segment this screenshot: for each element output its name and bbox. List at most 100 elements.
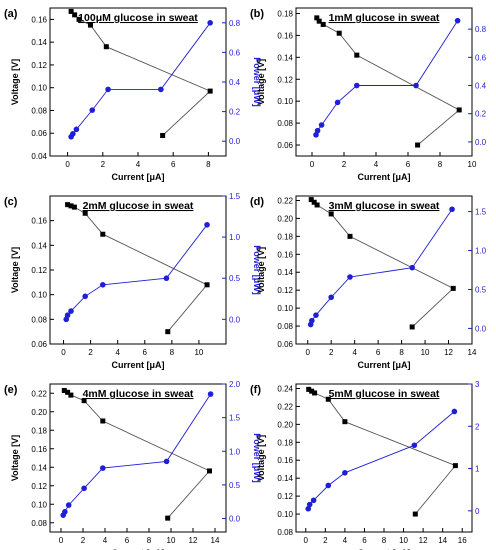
voltage-point xyxy=(412,511,418,517)
y-tick-label: 0.08 xyxy=(277,119,293,128)
voltage-point xyxy=(314,202,320,208)
y-tick-label: 0.12 xyxy=(277,286,293,295)
power-point xyxy=(158,86,164,93)
y-tick-label: 0.12 xyxy=(31,266,47,275)
panel-label: (d) xyxy=(250,196,264,208)
y-tick-label: 0.16 xyxy=(31,445,47,454)
y-tick-label: 0.12 xyxy=(31,61,47,70)
voltage-point xyxy=(165,329,171,335)
power-point xyxy=(305,505,312,512)
y-tick-label: 0.20 xyxy=(31,408,47,417)
power-point xyxy=(100,282,106,288)
y2-tick-label: 0.0 xyxy=(475,138,487,147)
y-axis-label: Voltage [V] xyxy=(256,435,266,481)
x-axis-label: Current [μA] xyxy=(111,548,164,550)
y-tick-label: 0.12 xyxy=(31,482,47,491)
power-point xyxy=(64,312,71,319)
voltage-point xyxy=(328,211,334,217)
power-point xyxy=(68,308,74,314)
power-point xyxy=(413,82,419,89)
y-tick-label: 0.16 xyxy=(277,250,293,259)
y-tick-label: 0.16 xyxy=(277,456,293,465)
y-tick-label: 0.10 xyxy=(31,291,47,300)
y-tick-label: 0.08 xyxy=(31,106,47,115)
y-tick-label: 0.18 xyxy=(31,426,47,435)
y2-tick-label: 0.4 xyxy=(229,78,241,87)
panel-b: 0 2 4 6 8 10 0.06 0.08 0.10 0.12 0.14 0.16 0.18 0.0 0.… xyxy=(250,7,487,182)
power-point xyxy=(73,126,80,133)
y-tick-label: 0.06 xyxy=(277,141,293,150)
y-tick-label: 0.12 xyxy=(277,492,293,501)
y2-tick-label: 2 xyxy=(475,422,480,431)
power-point xyxy=(82,293,88,300)
power-point xyxy=(163,458,170,465)
power-point xyxy=(309,317,315,324)
x-tick-label: 14 xyxy=(211,536,220,545)
x-axis-label: Current [μA] xyxy=(357,548,410,550)
y-tick-label: 0.14 xyxy=(31,38,47,47)
voltage-point xyxy=(207,88,213,94)
x-tick-label: 8 xyxy=(206,160,211,169)
y-tick-label: 0.06 xyxy=(31,129,47,138)
y2-tick-label: 0.5 xyxy=(229,481,241,490)
voltage-point xyxy=(308,197,314,203)
y-tick-label: 0.06 xyxy=(31,340,47,349)
power-point xyxy=(89,107,96,113)
power-point xyxy=(313,132,319,138)
y-tick-label: 0.10 xyxy=(31,84,47,93)
y2-tick-label: 1 xyxy=(475,465,480,474)
voltage-point xyxy=(71,204,77,210)
y-tick-label: 0.04 xyxy=(31,152,47,161)
x-axis-label: Current [μA] xyxy=(111,172,164,182)
voltage-line xyxy=(64,390,211,519)
y-axis-label: Voltage [V] xyxy=(10,59,20,105)
power-point xyxy=(313,312,319,318)
panel-label: (c) xyxy=(4,196,18,208)
y2-tick-label: 3 xyxy=(475,380,480,389)
y-tick-label: 0.16 xyxy=(277,31,293,40)
plot-frame xyxy=(295,7,473,157)
y-tick-label: 0.18 xyxy=(277,438,293,447)
voltage-point xyxy=(165,515,171,521)
x-tick-label: 8 xyxy=(147,536,152,545)
y-tick-label: 0.14 xyxy=(277,474,293,483)
voltage-line xyxy=(310,199,454,328)
voltage-point xyxy=(103,44,109,50)
x-axis-label: Current [μA] xyxy=(111,360,164,370)
power-point xyxy=(354,82,360,89)
y2-tick-label: 2.0 xyxy=(229,380,241,389)
x-tick-label: 4 xyxy=(136,160,141,169)
x-tick-label: 0 xyxy=(65,160,70,169)
power-point xyxy=(163,275,170,282)
y-tick-label: 0.22 xyxy=(277,402,293,411)
voltage-point xyxy=(311,199,317,205)
y2-tick-label: 1.5 xyxy=(229,414,241,423)
y-tick-label: 0.14 xyxy=(277,268,293,277)
y-tick-label: 0.12 xyxy=(277,75,293,84)
y-tick-label: 0.16 xyxy=(31,217,47,226)
chart-title: 4mM glucose in sweat xyxy=(83,388,194,400)
y2-tick-label: 0.2 xyxy=(229,108,241,117)
x-tick-label: 6 xyxy=(125,536,130,545)
power-point xyxy=(318,122,325,128)
y2-tick-label: 1.5 xyxy=(229,192,241,201)
y2-tick-label: 0.5 xyxy=(475,285,487,294)
plot-frame xyxy=(49,195,227,345)
y-axis-label: Voltage [V] xyxy=(10,247,20,293)
power-point xyxy=(65,502,72,508)
chart-title: 100μM glucose in sweat xyxy=(78,12,198,24)
x-tick-label: 4 xyxy=(103,536,108,545)
power-point xyxy=(207,20,213,26)
voltage-point xyxy=(160,133,166,139)
y-tick-label: 0.20 xyxy=(277,214,293,223)
y2-tick-label: 1.0 xyxy=(475,247,487,256)
power-point xyxy=(451,408,458,415)
x-tick-label: 16 xyxy=(458,536,467,545)
power-point xyxy=(100,465,106,471)
y2-tick-label: 0.8 xyxy=(229,19,241,28)
voltage-point xyxy=(325,396,331,402)
x-tick-label: 14 xyxy=(468,348,477,357)
voltage-point xyxy=(100,418,106,424)
y2-tick-label: 0.5 xyxy=(229,274,241,283)
